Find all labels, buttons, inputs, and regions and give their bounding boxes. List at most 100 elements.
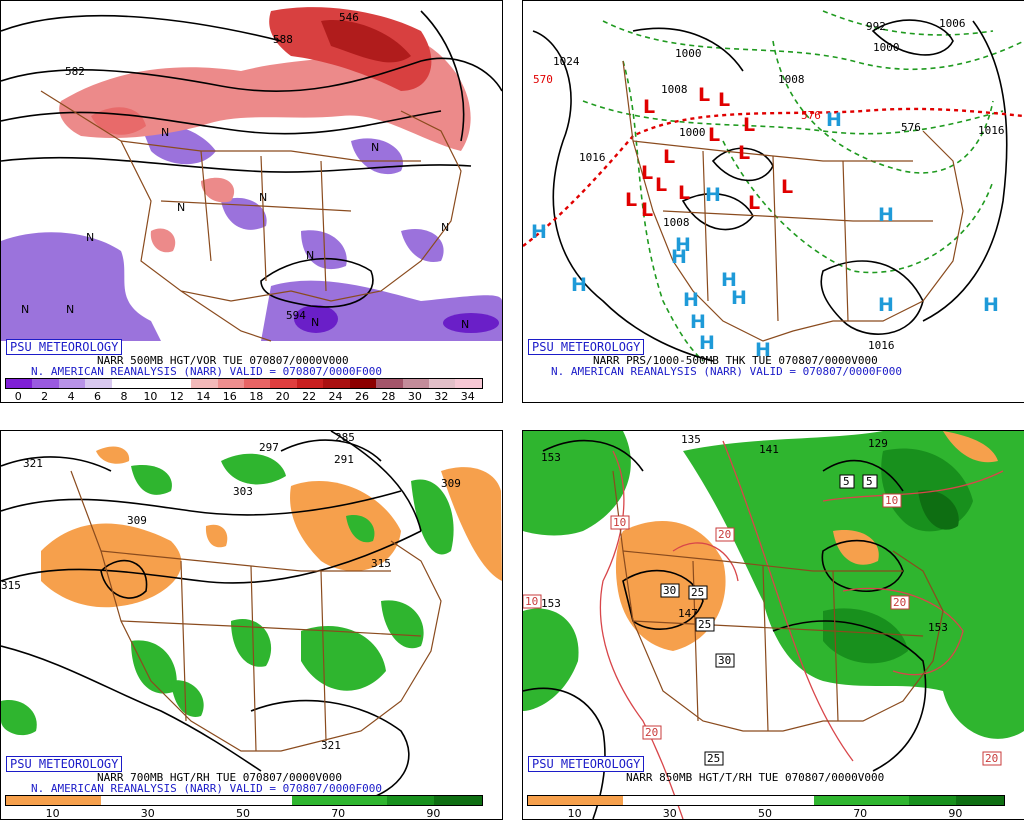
contour-label: 129: [868, 437, 888, 450]
panel-subcaption: N. AMERICAN REANALYSIS (NARR) VALID = 07…: [31, 782, 382, 795]
contour-label: 285: [335, 431, 355, 444]
contour-label: 570: [533, 73, 553, 86]
colorbar-swatch: [575, 796, 624, 805]
colorbar-tick-label: 90: [948, 807, 963, 820]
low-center: L: [641, 162, 653, 184]
svg-text:N: N: [21, 303, 29, 316]
high-center: H: [683, 289, 699, 311]
contour-label: 291: [334, 453, 354, 466]
contour-label: 576: [801, 109, 821, 122]
panel-surface-pressure-thickness: L L L L L L L L L L L L L L H H H H H H …: [522, 0, 1024, 403]
contour-label: 1016: [868, 339, 895, 352]
high-center: H: [721, 269, 737, 291]
height-contours: [1, 10, 502, 308]
colorbar-swatch: [296, 379, 324, 388]
svg-text:N: N: [259, 191, 267, 204]
svg-text:25: 25: [707, 752, 720, 765]
psu-meteorology-logo: PSU METEOROLOGY: [528, 756, 645, 772]
colorbar-swatch: [670, 796, 719, 805]
contour-label: 1024: [553, 55, 580, 68]
colorbar-tick-label: 90: [426, 807, 441, 820]
contour-label: 309: [441, 477, 461, 490]
contour-label: 582: [65, 65, 85, 78]
colorbar-swatch: [813, 796, 862, 805]
colorbar-tick-label: 14: [196, 390, 211, 403]
contour-label: 1000: [873, 41, 900, 54]
svg-text:N: N: [306, 249, 314, 262]
colorbar-swatch: [243, 379, 271, 388]
moist-air-fill: [523, 431, 1024, 739]
svg-text:30: 30: [718, 654, 731, 667]
colorbar-swatch: [164, 379, 192, 388]
colorbar-swatch: [191, 379, 218, 388]
svg-text:10: 10: [885, 494, 898, 507]
panel-subcaption: N. AMERICAN REANALYSIS (NARR) VALID = 07…: [551, 365, 902, 378]
colorbar-tick-label: 70: [331, 807, 346, 820]
colorbar-tick-label: 20: [275, 390, 290, 403]
contour-label: 297: [259, 441, 279, 454]
colorbar-swatch: [85, 379, 112, 388]
high-center: H: [878, 204, 894, 226]
colorbar-swatch: [339, 796, 387, 805]
contour-label: 1008: [661, 83, 688, 96]
colorbar-swatch: [138, 379, 165, 388]
contour-label: 1016: [978, 124, 1005, 137]
svg-text:N: N: [311, 316, 319, 329]
colorbar-swatch: [376, 379, 403, 388]
colorbar-swatch: [455, 379, 482, 388]
colorbar-swatch: [429, 379, 456, 388]
high-pressure-centers: H H H H H H H H H H H H H H H: [531, 109, 999, 361]
colorbar-tick-label: 50: [758, 807, 772, 820]
svg-text:5: 5: [866, 475, 873, 488]
vorticity-colorbar-ticks: 0 2 4 6 8 10 12 14 16 18 20 22 24 26 28 30 32 34: [5, 390, 481, 402]
svg-text:N: N: [177, 201, 185, 214]
colorbar-tick-label: 8: [120, 390, 128, 403]
relative-humidity-colorbar: [527, 795, 1005, 806]
svg-text:20: 20: [718, 528, 731, 541]
colorbar-tick-label: 12: [169, 390, 184, 403]
low-center: L: [663, 146, 675, 168]
low-center: L: [678, 182, 690, 204]
high-center: H: [671, 246, 687, 268]
map-500mb: N N N N N N N N N N N 582 546 588 594: [1, 7, 502, 342]
high-center: H: [983, 294, 999, 316]
panel-700mb-relative-humidity: 321 297 285 291 303 309 315 315 321 309 …: [0, 430, 503, 820]
svg-text:20: 20: [893, 596, 906, 609]
political-borders: [622, 60, 964, 342]
temp-box: 25: [695, 617, 715, 632]
high-center: H: [531, 221, 547, 243]
stationary-front: [523, 107, 1024, 247]
psu-meteorology-logo: PSU METEOROLOGY: [6, 339, 123, 355]
colorbar-swatch: [765, 796, 814, 805]
low-center: L: [743, 114, 755, 136]
contour-label: 1000: [679, 126, 706, 139]
panel-500mb-vorticity: N N N N N N N N N N N 582 546 588 594 PSU METEO…: [0, 0, 503, 403]
high-center: H: [731, 287, 747, 309]
panel-caption: NARR PRS/1000-500MB THK TUE 070807/0000V…: [593, 354, 878, 367]
colorbar-swatch: [434, 796, 482, 805]
vorticity-colorbar: [5, 378, 483, 389]
high-center: H: [690, 311, 706, 333]
low-center: L: [708, 124, 720, 146]
contour-label: 147: [678, 607, 698, 620]
panel-850mb-temperature-humidity: 153 135 141 129 153 147 153 30 25 25 30 …: [522, 430, 1024, 820]
colorbar-swatch: [402, 379, 429, 388]
svg-text:N: N: [441, 221, 449, 234]
panel-caption: NARR 700MB HGT/RH TUE 070807/0000V000: [97, 771, 343, 784]
colorbar-swatch: [861, 796, 909, 805]
colorbar-swatch: [718, 796, 766, 805]
colorbar-swatch: [270, 379, 297, 388]
colorbar-swatch: [243, 796, 292, 805]
colorbar-tick-label: 10: [45, 807, 60, 820]
low-center: L: [641, 199, 653, 221]
relative-humidity-colorbar-ticks: 10 30 50 70 90: [527, 807, 1003, 819]
temp-box: 30: [715, 653, 735, 668]
colorbar-tick-label: 34: [460, 390, 475, 403]
contour-label: 321: [23, 457, 43, 470]
contour-label: 576: [901, 121, 921, 134]
low-center: L: [781, 176, 793, 198]
low-center: L: [643, 96, 655, 118]
colorbar-swatch: [528, 796, 576, 805]
low-center: L: [625, 189, 637, 211]
vorticity-negative-fill: [1, 123, 502, 341]
